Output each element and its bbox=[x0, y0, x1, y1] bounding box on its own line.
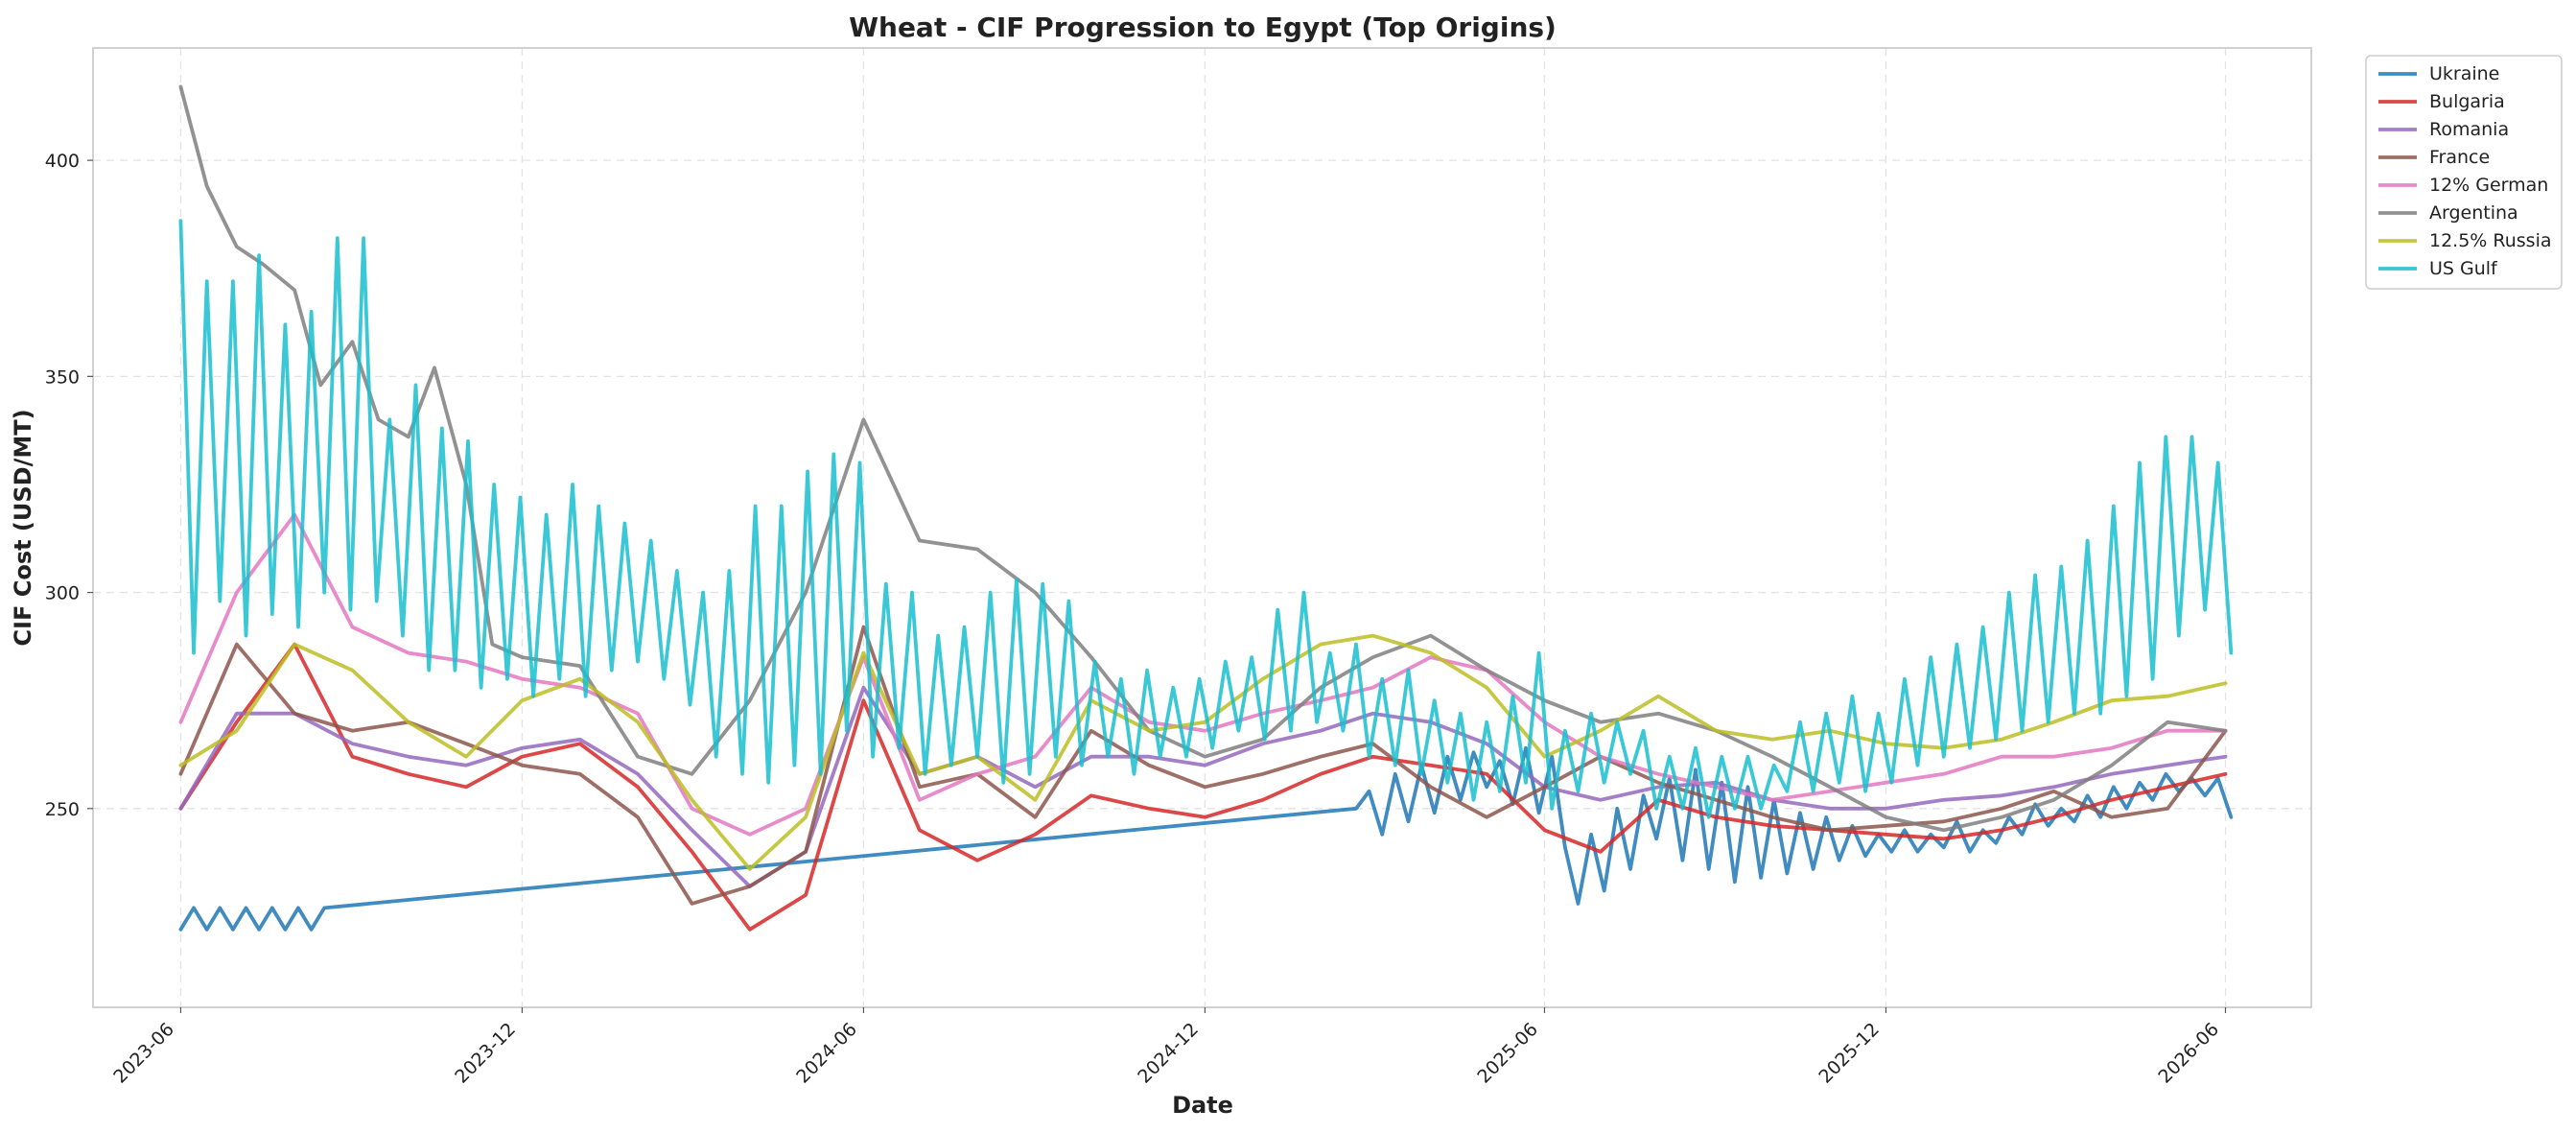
x-tick-label: 2025-12 bbox=[1815, 1019, 1884, 1088]
x-tick-label: 2024-12 bbox=[1134, 1019, 1203, 1088]
series-line-us-gulf bbox=[178, 219, 2234, 819]
x-axis-label: Date bbox=[1172, 1092, 1233, 1119]
series-line-ukraine bbox=[178, 745, 2234, 932]
series-line-bulgaria bbox=[178, 642, 2228, 932]
x-tick-label: 2023-06 bbox=[109, 1019, 178, 1088]
legend-label-ukraine: Ukraine bbox=[2429, 63, 2499, 84]
legend-label-france: France bbox=[2429, 147, 2490, 168]
x-tick-label: 2025-06 bbox=[1473, 1019, 1542, 1088]
plot-frame bbox=[92, 47, 2312, 1008]
y-tick-label: 250 bbox=[45, 799, 80, 820]
series-line-argentina bbox=[178, 84, 2228, 833]
y-tick-label: 350 bbox=[45, 366, 80, 388]
x-tick-label: 2026-06 bbox=[2154, 1019, 2223, 1088]
y-tick-label: 300 bbox=[45, 583, 80, 604]
legend-label-argentina: Argentina bbox=[2429, 202, 2518, 224]
series-layer bbox=[178, 84, 2234, 932]
series-line-romania bbox=[178, 685, 2228, 888]
legend-label-bulgaria: Bulgaria bbox=[2429, 91, 2505, 112]
legend-box bbox=[2365, 55, 2563, 290]
y-tick-label: 400 bbox=[45, 151, 80, 172]
series-line-12-german bbox=[178, 512, 2228, 837]
legend-label-12-german: 12% German bbox=[2429, 175, 2548, 196]
x-tick-label: 2023-12 bbox=[451, 1019, 520, 1088]
x-tick-label: 2024-06 bbox=[792, 1019, 861, 1088]
chart-title: Wheat - CIF Progression to Egypt (Top Or… bbox=[849, 12, 1557, 43]
legend-label-us-gulf: US Gulf bbox=[2429, 258, 2498, 279]
grid-layer bbox=[93, 48, 2311, 1007]
y-axis-label: CIF Cost (USD/MT) bbox=[10, 409, 36, 646]
legend: Ukraine Bulgaria Romania France 12% German Ar… bbox=[2365, 55, 2563, 290]
series-line-france bbox=[178, 625, 2228, 906]
legend-label-romania: Romania bbox=[2429, 119, 2509, 140]
x-axis-ticks: 2023-06 2023-12 2024-06 2024-12 2025-06 2025-… bbox=[109, 1007, 2227, 1088]
legend-items: Ukraine Bulgaria Romania France 12% German Ar… bbox=[2378, 63, 2552, 279]
legend-label-12-5-russia: 12.5% Russia bbox=[2429, 230, 2552, 251]
y-axis-ticks: 250 300 350 400 bbox=[45, 151, 93, 820]
